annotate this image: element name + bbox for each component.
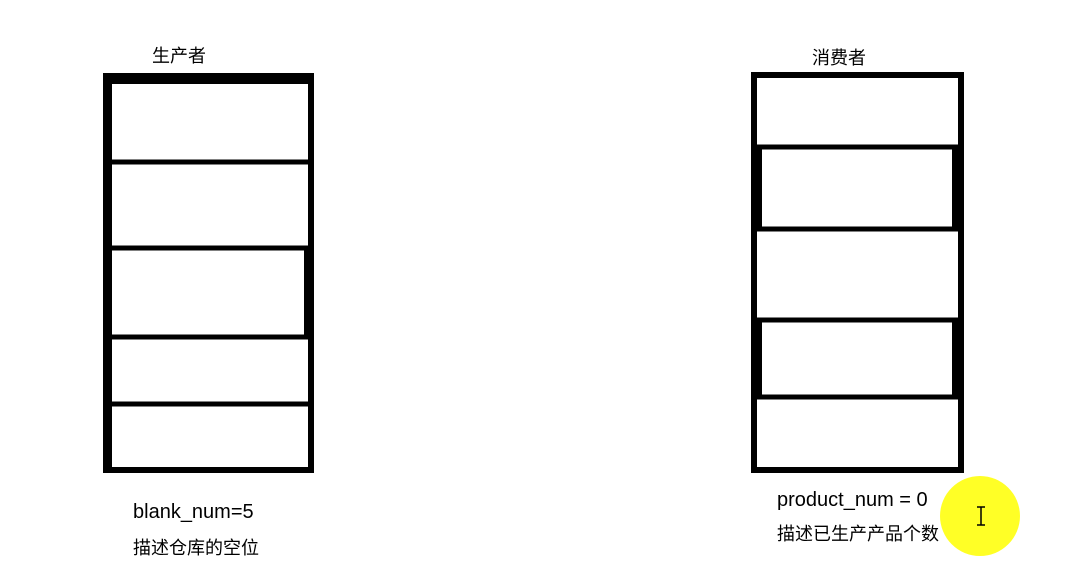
i-beam-cursor-icon — [977, 506, 985, 526]
producer-warehouse — [103, 73, 314, 473]
consumer-slot-edge — [757, 322, 762, 397]
consumer-description: 描述已生产产品个数 — [777, 524, 939, 545]
consumer-slot-edge — [952, 149, 959, 229]
consumer-slot-edge — [952, 322, 958, 397]
consumer-frame — [751, 72, 964, 473]
producer-frame — [103, 73, 314, 473]
producer-variable-label: blank_num=5 — [133, 501, 254, 523]
consumer-slot-edge — [757, 149, 762, 229]
producer-description: 描述仓库的空位 — [133, 538, 259, 559]
producer-title: 生产者 — [152, 46, 206, 67]
consumer-warehouse — [751, 72, 964, 473]
consumer-title: 消费者 — [812, 48, 866, 69]
producer-top-bar — [106, 76, 311, 84]
producer-left-thick — [106, 76, 112, 470]
cursor-highlight — [940, 476, 1020, 556]
consumer-variable-label: product_num = 0 — [777, 489, 928, 511]
producer-slot-edge — [304, 250, 309, 336]
